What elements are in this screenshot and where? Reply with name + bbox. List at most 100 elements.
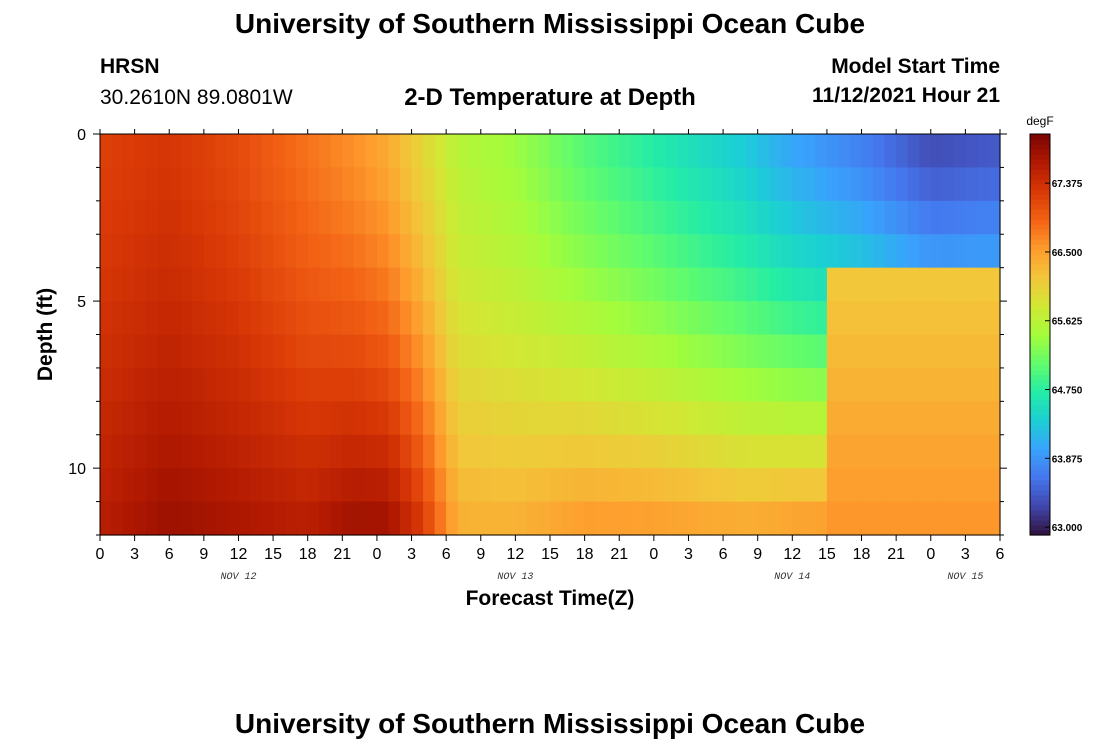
heatmap-cell [111, 367, 124, 402]
heatmap-cell [884, 501, 897, 536]
heatmap-cell [976, 200, 990, 235]
heatmap-cell [665, 301, 678, 336]
heatmap-cell [850, 468, 863, 503]
heatmap-cell [746, 301, 759, 336]
heatmap-cell [873, 301, 886, 336]
heatmap-cell [815, 267, 828, 302]
heatmap-cell [676, 200, 690, 235]
heatmap-cell [261, 200, 274, 235]
heatmap-cell [192, 367, 205, 402]
heatmap-cell [561, 334, 574, 369]
colorbar-segment [1030, 319, 1050, 326]
colorbar-segment [1030, 154, 1050, 160]
colorbar-segment [1030, 389, 1050, 396]
heatmap-cell [192, 334, 205, 369]
heatmap-cell [942, 267, 955, 302]
heatmap-cell [930, 301, 943, 336]
colorbar-segment [1030, 479, 1050, 486]
heatmap-cell [215, 401, 228, 436]
heatmap-cell [180, 401, 193, 436]
heatmap-cell [515, 334, 528, 369]
heatmap-cell [700, 501, 713, 536]
heatmap-cell [596, 301, 609, 336]
colorbar-segment [1030, 329, 1050, 336]
colorbar-segment [1030, 414, 1050, 421]
heatmap-cell [746, 434, 759, 469]
heatmap-cell [919, 134, 932, 169]
day-label: NOV 15 [947, 572, 983, 583]
heatmap-cell [976, 468, 990, 503]
heatmap-cell [423, 234, 436, 269]
heatmap-cell [319, 167, 332, 202]
heatmap-cell [111, 267, 124, 302]
heatmap-cell [700, 468, 713, 503]
heatmap-cell [734, 367, 747, 402]
heatmap-cell [573, 334, 586, 369]
heatmap-cell [446, 234, 459, 269]
heatmap-cell [780, 401, 793, 436]
heatmap-cell [388, 367, 401, 402]
heatmap-cell [965, 200, 978, 235]
colorbar-segment [1030, 139, 1050, 145]
heatmap-cell [515, 167, 528, 202]
heatmap-cell [538, 200, 551, 235]
heatmap-cell [469, 234, 482, 269]
heatmap-cell [907, 267, 920, 302]
heatmap-cell [411, 234, 424, 269]
heatmap-cell [273, 401, 286, 436]
heatmap-cell [446, 468, 459, 503]
heatmap-cell [330, 501, 343, 536]
heatmap-cell [192, 401, 205, 436]
heatmap-cell [550, 167, 563, 202]
heatmap-cell [330, 367, 343, 402]
heatmap-cell [815, 334, 828, 369]
heatmap-cell [550, 334, 563, 369]
heatmap-cell [861, 334, 874, 369]
heatmap-cell [503, 234, 516, 269]
heatmap-cell [284, 234, 297, 269]
heatmap-cell [192, 267, 205, 302]
heatmap-cell [400, 501, 413, 536]
x-tick-label: 12 [783, 546, 801, 563]
heatmap-cell [676, 367, 690, 402]
heatmap-cell [446, 367, 459, 402]
heatmap-cell [596, 401, 609, 436]
heatmap-cell [203, 367, 216, 402]
heatmap-cell [792, 200, 805, 235]
heatmap-cell [976, 367, 990, 402]
heatmap-cell [538, 367, 551, 402]
heatmap-cell [976, 434, 990, 469]
heatmap-cell [376, 134, 390, 169]
heatmap-cell [169, 434, 182, 469]
heatmap-cell [376, 267, 390, 302]
heatmap-cell [607, 267, 620, 302]
heatmap-cell [353, 401, 366, 436]
heatmap-cell [376, 367, 390, 402]
heatmap-cell [550, 134, 563, 169]
heatmap-cell [192, 501, 205, 536]
heatmap-cell [769, 301, 782, 336]
heatmap-cell [169, 167, 182, 202]
heatmap-cell [423, 501, 436, 536]
heatmap-cell [376, 401, 390, 436]
heatmap-cell [642, 167, 655, 202]
heatmap-cell [180, 367, 193, 402]
heatmap-cell [411, 367, 424, 402]
heatmap-cell [850, 234, 863, 269]
heatmap-cell [838, 301, 851, 336]
colorbar-segment [1030, 419, 1050, 426]
colorbar-segment [1030, 164, 1050, 170]
heatmap-cell [907, 468, 920, 503]
heatmap-cell [711, 134, 724, 169]
heatmap-cell [238, 401, 251, 436]
heatmap-cell [919, 234, 932, 269]
heatmap-cell [619, 334, 632, 369]
heatmap-cell [688, 501, 701, 536]
heatmap-cell [296, 301, 309, 336]
heatmap-cell [873, 367, 886, 402]
heatmap-cell [700, 134, 713, 169]
heatmap-cell [619, 468, 632, 503]
heatmap-cell [226, 334, 240, 369]
heatmap-cell [376, 167, 390, 202]
heatmap-cell [515, 367, 528, 402]
